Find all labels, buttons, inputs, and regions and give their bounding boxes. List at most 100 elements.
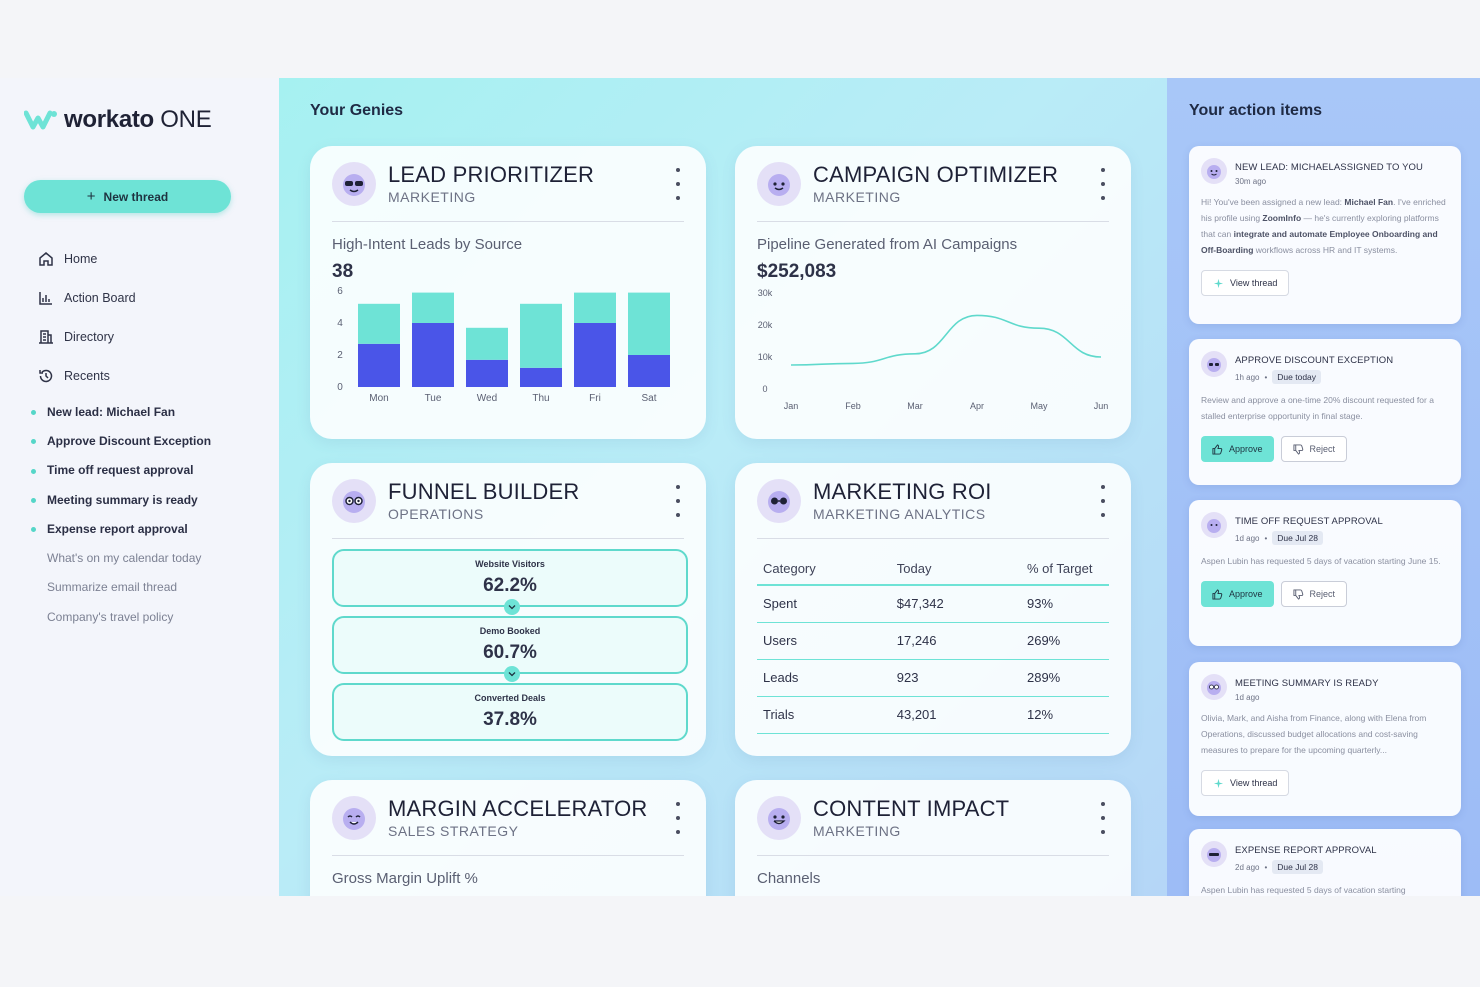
stage-label: Converted Deals	[474, 693, 546, 703]
card-header: CONTENT IMPACT MARKETING	[757, 780, 1109, 856]
y-tick-label: 6	[337, 286, 343, 297]
pipeline-series-line	[790, 314, 1102, 366]
action-item-card[interactable]: TIME OFF REQUEST APPROVAL 1d ago • Due Jul …	[1189, 500, 1461, 646]
x-tick-label: May	[1030, 401, 1048, 411]
thread-item[interactable]: Meeting summary is ready	[24, 485, 255, 514]
more-options-icon[interactable]	[674, 802, 682, 834]
funnel-stage[interactable]: Demo Booked 60.7%	[332, 616, 688, 682]
due-badge: Due today	[1272, 370, 1322, 384]
thread-item[interactable]: What's on my calendar today	[47, 551, 202, 566]
more-options-icon[interactable]	[674, 485, 682, 517]
genie-smile-icon	[768, 173, 790, 196]
genies-panel: Your Genies LEAD PRIORITIZER MARKETING	[279, 78, 1167, 896]
genie-card-lead-prioritizer[interactable]: LEAD PRIORITIZER MARKETING High-Intent L…	[310, 146, 706, 439]
funnel-stage[interactable]: Converted Deals 37.8%	[332, 683, 688, 741]
x-tick-label: Wed	[477, 393, 497, 404]
table-cell: 17,246	[890, 622, 1021, 660]
card-subtitle: MARKETING	[388, 188, 476, 205]
genie-grin-icon	[768, 807, 790, 830]
bar-segment	[412, 292, 454, 323]
stage-label: Demo Booked	[479, 626, 541, 636]
action-item-card[interactable]: MEETING SUMMARY IS READY 1d ago Olivia, Ma…	[1189, 662, 1461, 816]
genies-title: Your Genies	[310, 102, 404, 119]
funnel-stage[interactable]: Website Visitors 62.2%	[332, 549, 688, 615]
dot-separator: •	[1264, 862, 1268, 872]
thread-item[interactable]: Expense report approval	[24, 514, 255, 543]
action-header: EXPENSE REPORT APPROVAL 2d ago • Due Jul 28	[1201, 841, 1449, 874]
genie-avatar	[757, 795, 801, 840]
approve-button[interactable]: Approve	[1201, 436, 1274, 462]
nav-item-action-board[interactable]: Action Board	[24, 278, 255, 317]
x-tick-label: Tue	[425, 393, 442, 404]
thread-item[interactable]: Company's travel policy	[47, 609, 174, 624]
action-item-card[interactable]: EXPENSE REPORT APPROVAL 2d ago • Due Jul 28…	[1189, 829, 1461, 896]
action-meta: 1d ago	[1235, 693, 1379, 702]
thread-item[interactable]: Summarize email thread	[47, 580, 178, 595]
bar-segment	[466, 327, 508, 360]
due-badge: Due Jul 28	[1272, 531, 1323, 545]
action-meta: 1d ago • Due Jul 28	[1235, 531, 1383, 545]
table-cell: 289%	[1020, 659, 1109, 697]
new-thread-button[interactable]: + New thread	[24, 180, 231, 213]
thread-item[interactable]: Time off request approval	[24, 456, 255, 485]
genie-card-campaign-optimizer[interactable]: CAMPAIGN OPTIMIZER MARKETING Pipeline Ge…	[735, 146, 1131, 439]
main-nav: Home Action Board Directory Recents	[24, 239, 255, 395]
x-tick-label: Jan	[784, 401, 799, 411]
genie-card-content-impact[interactable]: CONTENT IMPACT MARKETING Channels	[735, 780, 1131, 896]
table-cell: Trials	[757, 696, 891, 734]
building-icon	[39, 329, 53, 344]
action-time: 1h ago	[1235, 372, 1260, 382]
action-title: APPROVE DISCOUNT EXCEPTION	[1235, 355, 1394, 366]
reject-button[interactable]: Reject	[1280, 581, 1348, 607]
table-cell: 12%	[1020, 696, 1109, 734]
x-tick-label: Apr	[970, 401, 984, 411]
table-cell: Users	[757, 622, 891, 660]
genie-card-marketing-roi[interactable]: MARKETING ROI MARKETING ANALYTICS Catego…	[735, 463, 1131, 756]
nav-label: Home	[64, 251, 98, 266]
card-title: MARGIN ACCELERATOR	[388, 795, 648, 821]
approve-button[interactable]: Approve	[1201, 581, 1274, 607]
genie-card-margin-accelerator[interactable]: MARGIN ACCELERATOR SALES STRATEGY Gross …	[310, 780, 706, 896]
nav-item-directory[interactable]: Directory	[24, 317, 255, 356]
card-title: LEAD PRIORITIZER	[388, 161, 595, 187]
action-buttons: Approve Reject	[1201, 436, 1449, 462]
button-label: View thread	[1230, 278, 1278, 288]
genie-avatar-icon	[1201, 351, 1227, 377]
stage-value: 62.2%	[483, 575, 537, 596]
action-title: TIME OFF REQUEST APPROVAL	[1235, 516, 1383, 527]
card-header: MARGIN ACCELERATOR SALES STRATEGY	[332, 780, 684, 856]
button-label: Approve	[1229, 589, 1263, 599]
action-item-card[interactable]: APPROVE DISCOUNT EXCEPTION 1h ago • Due tod…	[1189, 339, 1461, 485]
nav-item-home[interactable]: Home	[24, 239, 255, 278]
sparkle-icon	[1213, 778, 1224, 788]
bar-segment	[520, 367, 562, 387]
nav-item-recents[interactable]: Recents	[24, 356, 255, 395]
action-item-card[interactable]: NEW LEAD: MICHAELASSIGNED TO YOU 30m ago H…	[1189, 146, 1461, 324]
thumbs-up-icon	[1212, 588, 1223, 600]
x-tick-label: Jun	[1094, 401, 1109, 411]
metric-label: High-Intent Leads by Source	[332, 236, 523, 253]
genie-card-funnel-builder[interactable]: FUNNEL BUILDER OPERATIONS Website Visito…	[310, 463, 706, 756]
leads-bar-chart: 0 2 4 6 Mon Tue Wed Thu Fri Sat	[337, 286, 670, 404]
more-options-icon[interactable]	[1099, 485, 1107, 517]
action-buttons: Approve Reject	[1201, 581, 1449, 607]
workato-logo-icon	[24, 110, 57, 130]
action-header: APPROVE DISCOUNT EXCEPTION 1h ago • Due tod…	[1201, 351, 1449, 384]
plus-icon: +	[86, 188, 96, 205]
genie-avatar	[332, 795, 376, 840]
view-thread-button[interactable]: View thread	[1201, 770, 1290, 796]
more-options-icon[interactable]	[1099, 802, 1107, 834]
metric-value: $252,083	[757, 261, 837, 282]
action-header: MEETING SUMMARY IS READY 1d ago	[1201, 674, 1449, 702]
workato-logo[interactable]: workato ONE	[24, 106, 255, 134]
thread-item[interactable]: New lead: Michael Fan	[24, 397, 255, 426]
thread-item[interactable]: Approve Discount Exception	[24, 426, 255, 455]
more-options-icon[interactable]	[674, 168, 682, 200]
genie-avatar	[332, 478, 376, 523]
reject-button[interactable]: Reject	[1280, 436, 1348, 462]
bar-chart-icon	[39, 291, 52, 305]
more-options-icon[interactable]	[1099, 168, 1107, 200]
view-thread-button[interactable]: View thread	[1201, 270, 1290, 296]
action-buttons: View thread	[1201, 770, 1449, 796]
bar-segment	[358, 343, 400, 387]
